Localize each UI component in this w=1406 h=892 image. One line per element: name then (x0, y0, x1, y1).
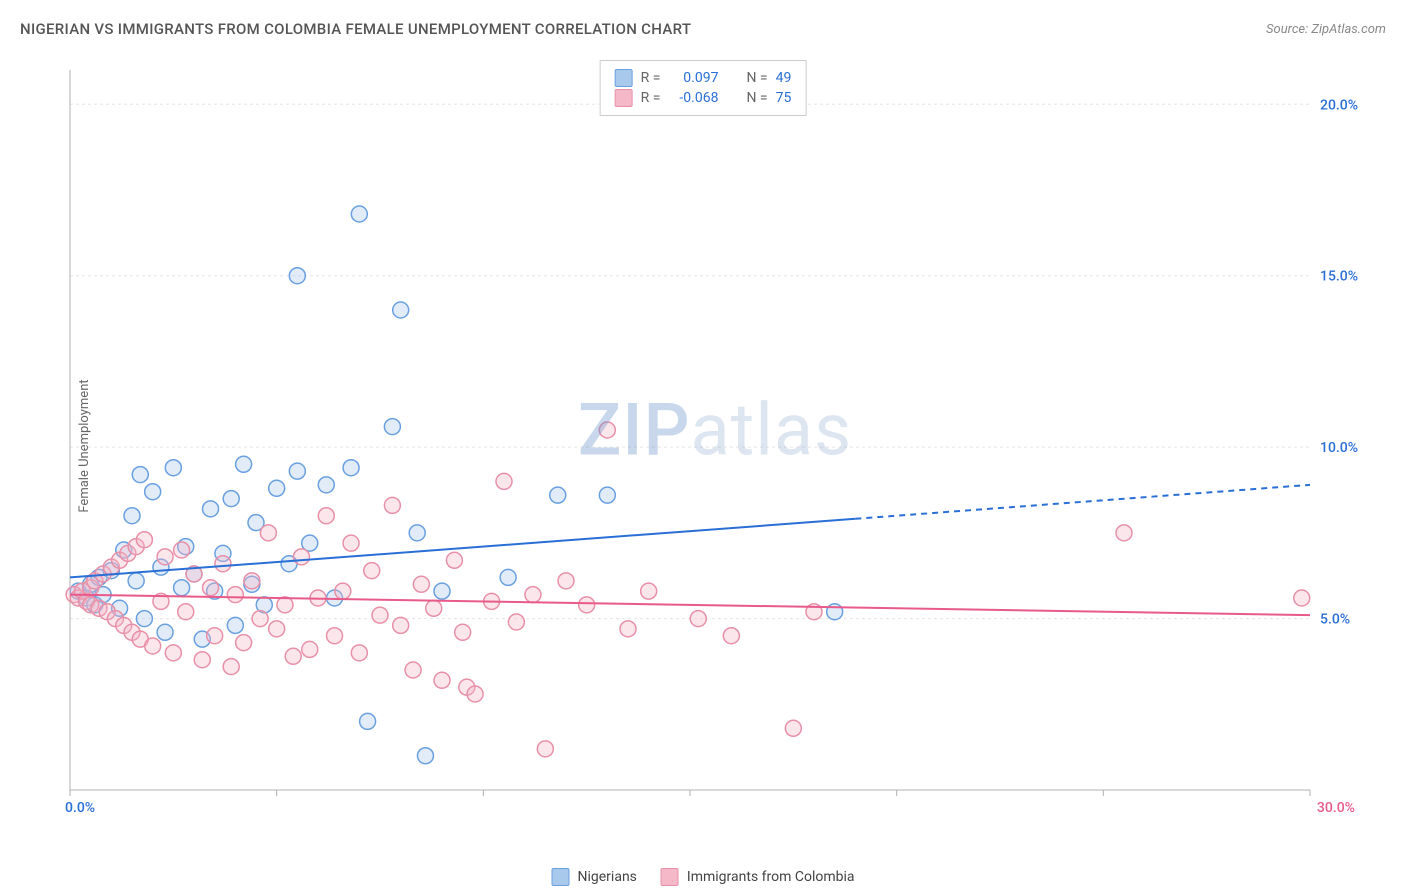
chart-area: 5.0%10.0%15.0%20.0%0.0%30.0% ZIPatlas (60, 60, 1370, 830)
legend-swatch-colombia (661, 868, 679, 886)
r-value-colombia: -0.068 (668, 90, 718, 106)
legend-label-nigerians: Nigerians (578, 869, 637, 885)
bottom-legend: Nigerians Immigrants from Colombia (552, 868, 855, 886)
svg-text:5.0%: 5.0% (1320, 612, 1350, 628)
legend-swatch-nigerians (552, 868, 570, 886)
correlation-legend-box: R = 0.097 N = 49 R = -0.068 N = 75 (600, 60, 807, 116)
title-bar: NIGERIAN VS IMMIGRANTS FROM COLOMBIA FEM… (20, 20, 1386, 38)
legend-label-colombia: Immigrants from Colombia (687, 869, 855, 885)
legend-item-nigerians: Nigerians (552, 868, 637, 886)
legend-item-colombia: Immigrants from Colombia (661, 868, 855, 886)
r-label: R = (641, 70, 661, 86)
svg-text:15.0%: 15.0% (1320, 269, 1358, 285)
n-value-nigerians: 49 (776, 70, 792, 86)
svg-text:20.0%: 20.0% (1320, 97, 1358, 113)
svg-text:30.0%: 30.0% (1317, 800, 1355, 816)
n-value-colombia: 75 (776, 90, 792, 106)
chart-title: NIGERIAN VS IMMIGRANTS FROM COLOMBIA FEM… (20, 20, 691, 38)
source-attribution: Source: ZipAtlas.com (1266, 22, 1386, 37)
swatch-colombia (615, 89, 633, 107)
correlation-row-nigerians: R = 0.097 N = 49 (615, 69, 792, 87)
correlation-row-colombia: R = -0.068 N = 75 (615, 89, 792, 107)
swatch-nigerians (615, 69, 633, 87)
n-label: N = (746, 90, 767, 106)
r-value-nigerians: 0.097 (668, 70, 718, 86)
r-label: R = (641, 90, 661, 106)
svg-text:10.0%: 10.0% (1320, 440, 1358, 456)
svg-text:0.0%: 0.0% (65, 800, 95, 816)
scatter-plot: 5.0% 10.0% 15.0% 20.0% 0.0% 30.0% (60, 60, 1370, 830)
n-label: N = (746, 70, 767, 86)
